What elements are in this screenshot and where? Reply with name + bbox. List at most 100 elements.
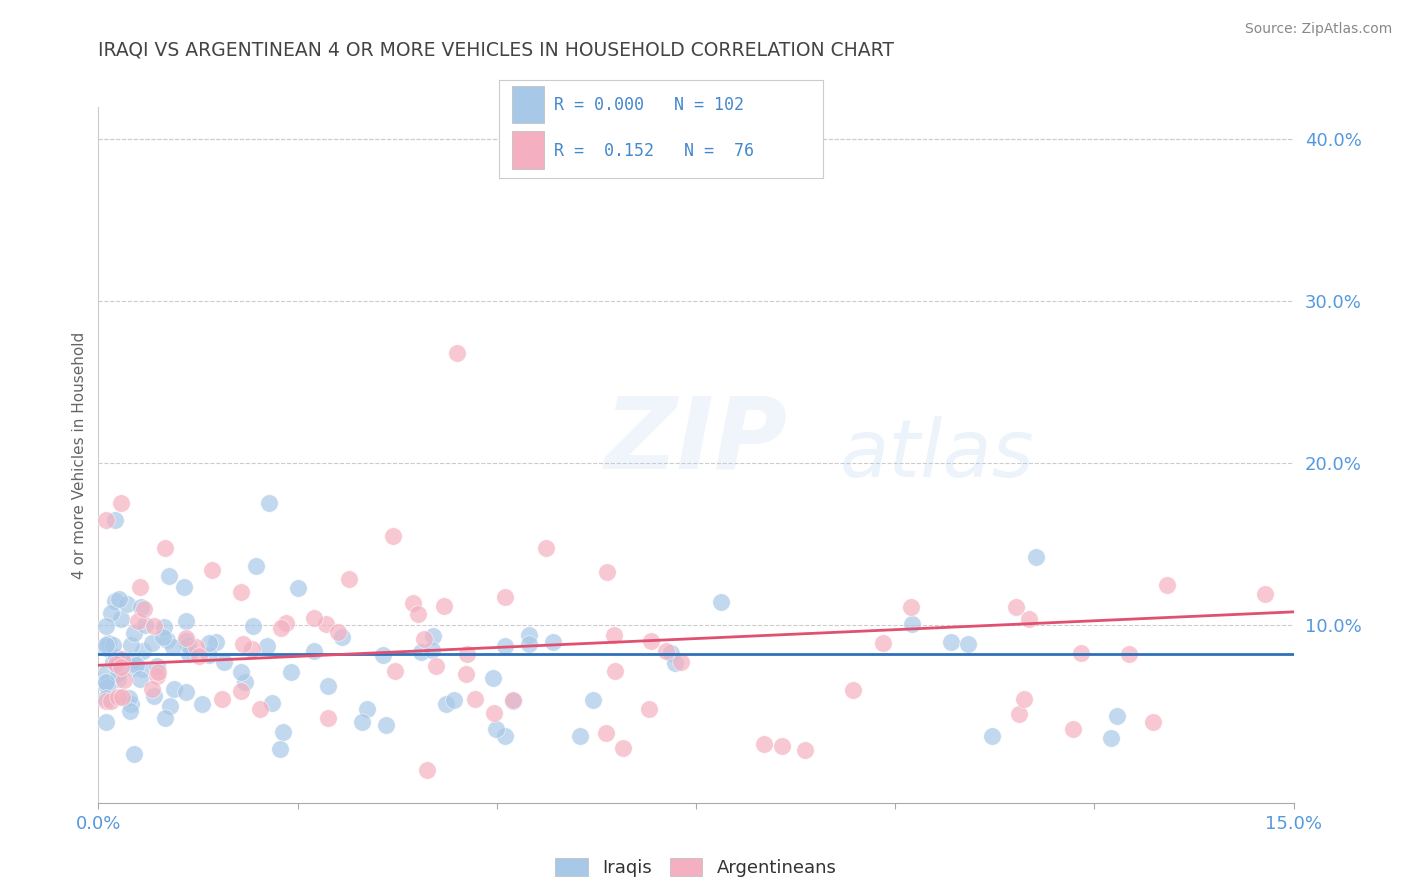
Point [413, 632, 436, 646]
Point [108, 591, 131, 606]
Point [434, 697, 457, 711]
Bar [512, 87, 544, 123]
Point [316, 711, 339, 725]
Point [872, 636, 894, 650]
Point [425, 658, 447, 673]
Point [443, 693, 465, 707]
Point [96, 640, 118, 655]
Point [229, 683, 252, 698]
Point [710, 595, 733, 609]
Point [302, 644, 325, 658]
Point [141, 681, 163, 696]
Point [111, 652, 134, 666]
Point [612, 740, 634, 755]
Point [153, 711, 176, 725]
Point [96, 513, 118, 527]
Point [145, 669, 167, 683]
Point [148, 665, 170, 680]
Text: ZIP: ZIP [605, 392, 787, 490]
Point [1099, 731, 1122, 745]
Point [446, 346, 468, 360]
Point [793, 743, 815, 757]
Point [269, 742, 291, 756]
Point [1070, 647, 1092, 661]
Point [409, 645, 432, 659]
Point [129, 580, 152, 594]
Point [841, 682, 863, 697]
Point [201, 563, 224, 577]
Point [274, 616, 297, 631]
Point [142, 689, 165, 703]
Point [568, 729, 591, 743]
Text: R =  0.152   N =  76: R = 0.152 N = 76 [554, 142, 754, 160]
Point [122, 626, 145, 640]
Point [128, 673, 150, 687]
Point [211, 691, 233, 706]
Point [402, 596, 425, 610]
Point [120, 698, 142, 712]
Point [669, 655, 692, 669]
Point [229, 584, 252, 599]
Point [104, 594, 127, 608]
Point [159, 699, 181, 714]
Point [271, 725, 294, 739]
Point [97, 636, 120, 650]
Point [141, 636, 163, 650]
Point [105, 657, 128, 672]
Point [118, 690, 141, 705]
Point [433, 599, 456, 613]
Point [96, 675, 118, 690]
Point [375, 717, 398, 731]
Point [177, 638, 200, 652]
Point [502, 694, 524, 708]
Point [900, 600, 922, 615]
Point [105, 649, 128, 664]
Y-axis label: 4 or more Vehicles in Household: 4 or more Vehicles in Household [72, 331, 87, 579]
Point [96, 715, 118, 730]
Text: atlas: atlas [839, 416, 1035, 494]
Point [107, 690, 129, 704]
Point [197, 648, 219, 663]
Point [96, 665, 118, 680]
Point [96, 619, 118, 633]
Point [131, 662, 153, 676]
Point [122, 661, 145, 675]
Point [198, 636, 221, 650]
Point [337, 572, 360, 586]
Point [603, 665, 626, 679]
Point [104, 513, 127, 527]
Point [110, 496, 132, 510]
Point [108, 653, 131, 667]
Point [330, 630, 353, 644]
Point [177, 647, 200, 661]
Point [120, 638, 142, 652]
Point [152, 630, 174, 644]
Point [1105, 709, 1128, 723]
Point [257, 496, 280, 510]
Point [326, 624, 349, 639]
Point [232, 637, 254, 651]
Point [101, 655, 124, 669]
Point [249, 702, 271, 716]
Point [96, 674, 118, 689]
Point [654, 644, 676, 658]
Point [174, 632, 197, 646]
Point [184, 640, 207, 654]
Point [356, 702, 378, 716]
Point [1253, 587, 1275, 601]
Point [315, 617, 337, 632]
Point [957, 637, 980, 651]
Point [659, 647, 682, 661]
Point [115, 597, 138, 611]
Point [406, 607, 429, 622]
Point [96, 694, 118, 708]
Point [280, 665, 302, 679]
Point [163, 682, 186, 697]
Point [384, 664, 406, 678]
Point [603, 628, 626, 642]
Point [302, 610, 325, 624]
Point [1142, 715, 1164, 730]
Point [517, 636, 540, 650]
Point [134, 618, 156, 632]
Point [638, 702, 661, 716]
